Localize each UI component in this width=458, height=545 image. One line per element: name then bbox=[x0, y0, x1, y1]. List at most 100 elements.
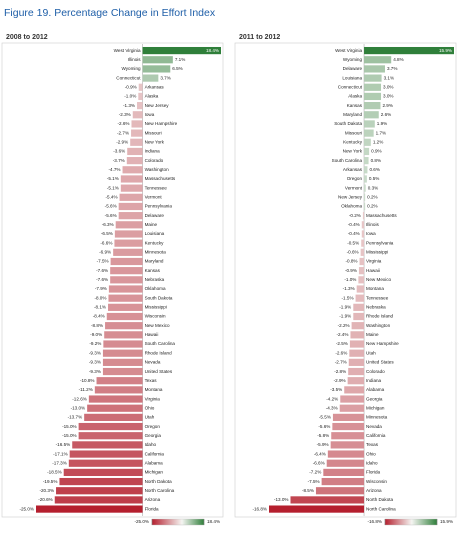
bar bbox=[138, 92, 143, 101]
value-label: -2.7% bbox=[117, 130, 129, 135]
bar bbox=[364, 184, 366, 192]
bar bbox=[350, 331, 365, 339]
panel-subtitle: 2011 to 2012 bbox=[239, 34, 280, 41]
bar bbox=[359, 257, 365, 266]
value-label: -6.4% bbox=[314, 451, 326, 456]
value-label: -8.1% bbox=[94, 305, 106, 310]
bar bbox=[364, 193, 366, 201]
value-label: -0.4% bbox=[348, 222, 360, 227]
bar bbox=[321, 477, 365, 486]
value-label: -6.3% bbox=[102, 222, 114, 227]
bar bbox=[120, 184, 143, 192]
value-label: -18.5% bbox=[47, 470, 62, 475]
bar bbox=[108, 294, 143, 302]
bar bbox=[96, 377, 143, 385]
bar bbox=[78, 432, 143, 440]
bar bbox=[104, 331, 143, 339]
bar bbox=[56, 487, 143, 495]
legend-max-label: 15.9% bbox=[440, 519, 453, 524]
category-label: Louisiana bbox=[342, 75, 362, 80]
category-label: Montana bbox=[145, 387, 163, 392]
value-label: 3.7% bbox=[387, 66, 397, 71]
value-label: 3.1% bbox=[384, 75, 394, 80]
category-label: Rhode Island bbox=[145, 350, 173, 355]
value-label: -7.2% bbox=[309, 470, 321, 475]
value-label: -7.6% bbox=[96, 268, 108, 273]
bar bbox=[130, 138, 143, 146]
bar bbox=[108, 303, 143, 311]
value-label: 15.9% bbox=[439, 48, 452, 53]
bar bbox=[127, 147, 143, 156]
category-label: North Dakota bbox=[366, 497, 394, 502]
bar bbox=[364, 74, 382, 82]
bar bbox=[137, 102, 143, 110]
category-label: Hawaii bbox=[366, 268, 380, 273]
value-label: -4.3% bbox=[326, 405, 338, 410]
category-label: Michigan bbox=[145, 470, 164, 475]
category-label: Wyoming bbox=[121, 66, 141, 71]
category-label: Alaska bbox=[145, 94, 159, 99]
category-label: Oregon bbox=[347, 176, 363, 181]
bar bbox=[364, 46, 454, 55]
value-label: -0.5% bbox=[347, 240, 359, 245]
category-label: Nebraska bbox=[366, 305, 386, 310]
category-label: Wisconsin bbox=[366, 479, 387, 484]
category-label: Idaho bbox=[145, 442, 157, 447]
value-label: -9.3% bbox=[89, 360, 101, 365]
bar bbox=[269, 505, 365, 513]
bar bbox=[364, 102, 381, 110]
category-label: Massachusetts bbox=[366, 213, 397, 218]
category-label: Oklahoma bbox=[145, 286, 166, 291]
value-label: 0.9% bbox=[371, 149, 381, 154]
category-label: Maryland bbox=[343, 112, 362, 117]
category-label: Colorado bbox=[145, 158, 164, 163]
chart-title: Figure 19. Percentage Change in Effort I… bbox=[4, 7, 216, 19]
value-label: -0.8% bbox=[346, 259, 358, 264]
category-label: Kentucky bbox=[343, 140, 363, 145]
color-legend bbox=[384, 518, 438, 526]
category-label: Minnesota bbox=[366, 415, 388, 420]
bar bbox=[63, 468, 143, 477]
value-label: -7.5% bbox=[97, 259, 109, 264]
bar bbox=[115, 221, 143, 229]
bar bbox=[84, 413, 143, 421]
category-label: Pennsylvania bbox=[366, 240, 394, 245]
value-label: -6.6% bbox=[100, 240, 112, 245]
value-label: 1.7% bbox=[376, 130, 386, 135]
bar bbox=[364, 202, 366, 211]
bar bbox=[364, 111, 379, 119]
value-label: -6.9% bbox=[99, 250, 111, 255]
bar bbox=[364, 120, 375, 128]
value-label: -5.6% bbox=[318, 424, 330, 429]
category-label: Iowa bbox=[145, 112, 155, 117]
category-label: South Carolina bbox=[332, 158, 363, 163]
category-label: Iowa bbox=[366, 231, 376, 236]
category-label: Louisiana bbox=[145, 231, 165, 236]
category-label: Alabama bbox=[366, 387, 385, 392]
bar bbox=[142, 46, 221, 55]
value-label: -7.9% bbox=[95, 286, 107, 291]
bar bbox=[315, 487, 365, 495]
bar bbox=[142, 56, 173, 64]
bar bbox=[364, 138, 371, 146]
category-label: New Jersey bbox=[145, 103, 170, 108]
bar bbox=[110, 257, 143, 266]
category-label: Georgia bbox=[145, 433, 162, 438]
value-label: 1.2% bbox=[373, 140, 383, 145]
bar bbox=[358, 276, 365, 284]
category-label: New York bbox=[145, 140, 165, 145]
category-label: Washington bbox=[366, 323, 391, 328]
category-label: Virginia bbox=[366, 259, 382, 264]
value-label: -1.9% bbox=[339, 305, 351, 310]
bar bbox=[68, 459, 143, 467]
bar bbox=[119, 193, 143, 201]
value-label: -7.5% bbox=[308, 479, 320, 484]
category-label: New Hampshire bbox=[145, 121, 178, 126]
category-label: Florida bbox=[145, 506, 159, 511]
bar bbox=[364, 129, 374, 137]
value-label: -8.5% bbox=[302, 488, 314, 493]
legend-min-label: -25.0% bbox=[134, 519, 149, 524]
value-label: -1.0% bbox=[344, 277, 356, 282]
value-label: -4.7% bbox=[109, 167, 121, 172]
category-label: Nevada bbox=[366, 424, 382, 429]
